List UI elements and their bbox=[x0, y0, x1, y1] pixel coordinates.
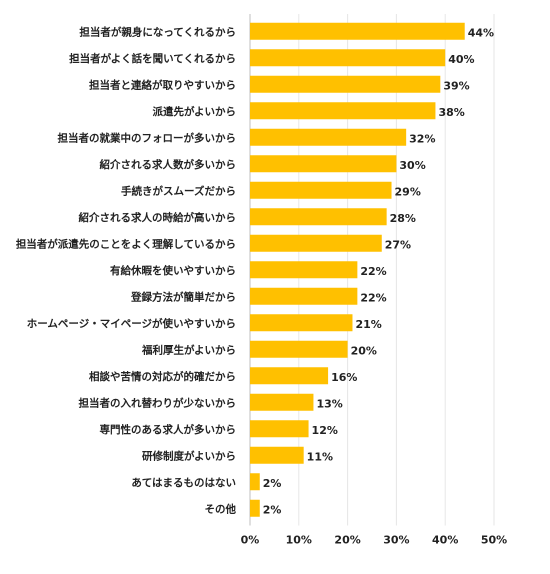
value-label: 2% bbox=[263, 503, 282, 516]
value-label: 30% bbox=[399, 159, 425, 172]
bar bbox=[250, 155, 397, 173]
value-label: 29% bbox=[395, 185, 421, 198]
bars bbox=[250, 22, 465, 517]
bar bbox=[250, 181, 392, 199]
bar bbox=[250, 314, 353, 332]
category-label: 登録方法が簡単だから bbox=[130, 290, 236, 303]
category-label: ホームページ・マイページが使いやすいから bbox=[27, 317, 236, 330]
value-label: 2% bbox=[263, 477, 282, 490]
category-label: 相談や苦情の対応が的確だから bbox=[89, 370, 236, 383]
category-label: 研修制度がよいから bbox=[142, 449, 236, 462]
bar bbox=[250, 420, 309, 438]
value-label: 12% bbox=[312, 424, 338, 437]
bar bbox=[250, 49, 446, 67]
category-label: 有給休暇を使いやすいから bbox=[110, 264, 236, 277]
category-label: その他 bbox=[205, 502, 237, 515]
category-label: 紹介される求人数が多いから bbox=[100, 158, 237, 171]
x-tick-label: 40% bbox=[432, 534, 458, 547]
bar bbox=[250, 75, 441, 93]
x-tick-label: 10% bbox=[286, 534, 312, 547]
category-label: 手続きがスムーズだから bbox=[121, 184, 236, 197]
value-label: 13% bbox=[316, 397, 342, 410]
value-label: 39% bbox=[443, 79, 469, 92]
category-label: 専門性のある求人が多いから bbox=[100, 423, 237, 436]
bar bbox=[250, 340, 348, 358]
bar bbox=[250, 128, 407, 146]
x-tick-label: 50% bbox=[481, 534, 507, 547]
value-label: 11% bbox=[307, 450, 333, 463]
category-label: 派遣先がよいから bbox=[153, 105, 236, 118]
bar bbox=[250, 499, 260, 517]
value-label: 28% bbox=[390, 212, 416, 225]
bar bbox=[250, 208, 387, 226]
category-label: あてはまるものはない bbox=[131, 476, 236, 489]
value-label: 27% bbox=[385, 238, 411, 251]
bar bbox=[250, 261, 358, 279]
bar bbox=[250, 234, 382, 252]
x-axis-tick-labels: 0% 10% 20% 30% 40% 50% bbox=[241, 534, 508, 547]
category-label: 担当者の入れ替わりが少ないから bbox=[79, 396, 237, 409]
value-label: 44% bbox=[468, 26, 494, 39]
category-label: 紹介される求人の時給が高いから bbox=[79, 211, 237, 224]
category-label: 担当者が親身になってくれるから bbox=[79, 25, 236, 38]
bar bbox=[250, 473, 260, 491]
value-labels: 44% 40% 39% 38%32% 30% 29% 28% 27% 22% 22% 21% 20% 1… bbox=[263, 26, 494, 516]
bar bbox=[250, 22, 465, 40]
value-label: 16% bbox=[331, 371, 357, 384]
value-label: 21% bbox=[355, 318, 381, 331]
bar bbox=[250, 446, 304, 464]
category-label: 担当者が派遣先のことをよく理解しているから bbox=[16, 237, 236, 250]
value-label: 32% bbox=[409, 132, 435, 145]
category-label: 担当者の就業中のフォローが多いから bbox=[58, 131, 237, 144]
value-label: 38% bbox=[438, 106, 464, 119]
bar bbox=[250, 367, 329, 385]
x-tick-label: 0% bbox=[241, 534, 260, 547]
bar bbox=[250, 287, 358, 305]
x-tick-label: 30% bbox=[383, 534, 409, 547]
category-label: 福利厚生がよいから bbox=[141, 343, 236, 356]
bar bbox=[250, 102, 436, 120]
x-tick-label: 20% bbox=[334, 534, 360, 547]
value-label: 22% bbox=[360, 265, 386, 278]
category-label: 担当者がよく話を聞いてくれるから bbox=[69, 52, 236, 65]
bar bbox=[250, 393, 314, 411]
category-label: 担当者と連絡が取りやすいから bbox=[89, 78, 236, 91]
value-label: 40% bbox=[448, 53, 474, 66]
category-labels: 担当者が親身になってくれるから担当者がよく話を聞いてくれるから担当者と連絡が取り… bbox=[16, 25, 237, 515]
value-label: 22% bbox=[360, 291, 386, 304]
value-label: 20% bbox=[351, 344, 377, 357]
